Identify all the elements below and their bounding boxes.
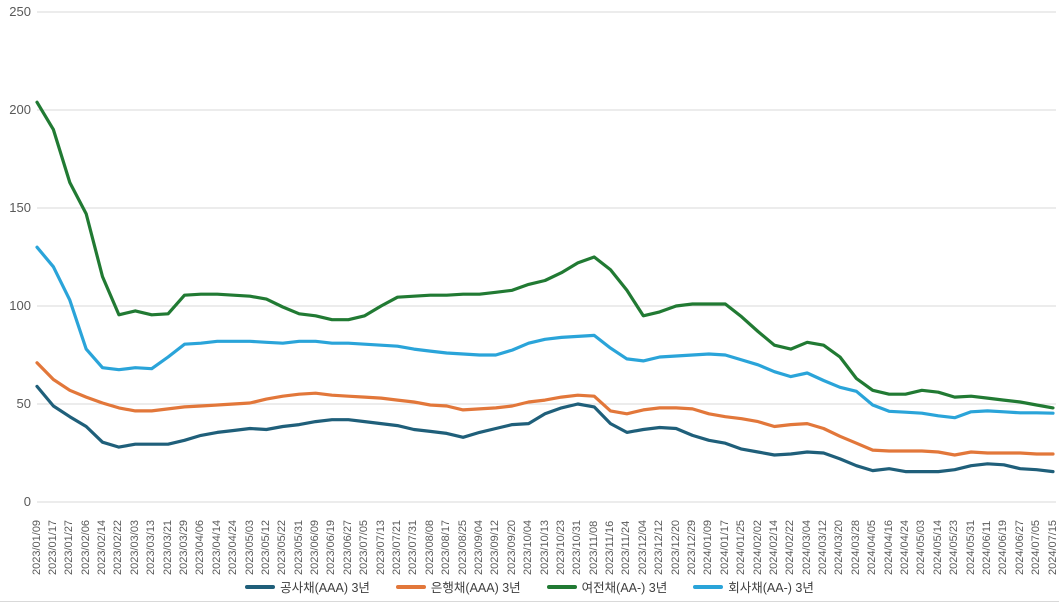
legend-item-0: 공사채(AAA) 3년 — [245, 577, 370, 596]
legend-item-2: 여전채(AA-) 3년 — [546, 577, 668, 596]
y-axis-tick-label: 200 — [9, 102, 31, 117]
legend-marker — [546, 584, 577, 589]
legend-marker — [395, 584, 426, 589]
x-axis-tick-label: 2024/03/20 — [833, 519, 846, 575]
x-axis-tick-label: 2023/05/31 — [292, 519, 305, 575]
x-axis-tick-label: 2023/08/08 — [423, 519, 436, 575]
x-axis-tick-label: 2024/01/17 — [718, 519, 731, 575]
x-axis-tick-label: 2023/02/06 — [79, 519, 92, 575]
legend-label: 공사채(AAA) 3년 — [280, 581, 370, 595]
x-axis-tick-label: 2023/07/21 — [391, 519, 404, 575]
x-axis-tick-label: 2023/09/04 — [472, 519, 485, 575]
x-axis-tick-label: 2024/04/24 — [899, 519, 912, 575]
x-axis-tick-label: 2024/05/03 — [915, 519, 928, 575]
series-line-1 — [35, 361, 1055, 457]
x-axis-tick-label: 2023/10/31 — [571, 519, 584, 575]
legend-marker — [693, 584, 724, 589]
x-axis-tick-label: 2023/11/08 — [587, 520, 600, 575]
chart-bottom-border — [0, 601, 1059, 602]
x-axis-tick-label: 2023/07/31 — [407, 519, 420, 575]
x-axis-tick-label: 2023/08/17 — [440, 519, 453, 575]
x-axis-tick-label: 2023/01/17 — [46, 519, 59, 575]
x-axis-tick-label: 2023/05/12 — [259, 519, 272, 575]
x-axis-tick-label: 2023/03/29 — [177, 519, 190, 575]
series-line-0 — [35, 384, 1055, 474]
x-axis-tick-label: 2024/03/12 — [817, 519, 830, 575]
series-line-2 — [35, 100, 1055, 410]
x-axis-tick-label: 2023/01/09 — [30, 519, 43, 575]
x-axis-tick-label: 2024/02/14 — [767, 519, 780, 575]
x-axis-tick-label: 2024/02/02 — [751, 519, 764, 575]
x-axis-tick-label: 2023/01/27 — [63, 519, 76, 575]
x-axis-tick-label: 2023/10/13 — [538, 519, 551, 575]
legend-label: 회사채(AA-) 3년 — [728, 581, 814, 595]
x-axis-tick-label: 2024/05/14 — [931, 519, 944, 575]
series-line-3 — [35, 245, 1055, 420]
x-axis-tick-label: 2023/12/29 — [685, 519, 698, 575]
x-axis-tick-label: 2024/05/31 — [964, 519, 977, 575]
x-axis-tick-label: 2023/02/22 — [112, 519, 125, 575]
x-axis-tick-label: 2023/10/23 — [554, 519, 567, 575]
x-axis-tick-label: 2024/06/11 — [980, 520, 993, 575]
x-axis-tick-label: 2024/01/25 — [735, 519, 748, 575]
x-axis-tick-label: 2023/12/04 — [636, 519, 649, 575]
x-axis-tick-label: 2023/04/14 — [210, 519, 223, 575]
x-axis-tick-label: 2023/06/09 — [309, 519, 322, 575]
y-axis-tick-label: 150 — [9, 200, 31, 215]
x-axis-tick-label: 2023/11/16 — [604, 520, 617, 575]
x-axis-tick-label: 2023/12/20 — [669, 519, 682, 575]
x-axis-tick-label: 2023/06/27 — [341, 519, 354, 575]
y-axis-tick-label: 100 — [9, 298, 31, 313]
x-axis-tick-label: 2023/02/14 — [96, 519, 109, 575]
x-axis-tick-label: 2024/01/09 — [702, 519, 715, 575]
x-axis-tick-label: 2024/04/05 — [866, 519, 879, 575]
y-axis-tick-label: 50 — [16, 396, 31, 411]
x-axis-tick-label: 2024/03/28 — [849, 519, 862, 575]
x-axis-tick-label: 2023/03/21 — [161, 519, 174, 575]
x-axis-tick-label: 2023/11/24 — [620, 520, 633, 575]
x-axis-tick-label: 2024/03/04 — [800, 519, 813, 575]
legend-label: 여전채(AA-) 3년 — [581, 581, 668, 595]
x-axis-tick-label: 2024/06/19 — [997, 519, 1010, 575]
legend: 공사채(AAA) 3년 은행채(AAA) 3년 여전채(AA-) 3년 회사채(AA-… — [0, 577, 1059, 596]
x-axis-tick-label: 2023/05/22 — [276, 519, 289, 575]
x-axis-tick-label: 2024/05/23 — [948, 519, 961, 575]
x-axis-tick-label: 2024/04/16 — [882, 519, 895, 575]
x-axis-tick-label: 2023/05/03 — [243, 519, 256, 575]
x-axis-tick-label: 2024/06/27 — [1013, 519, 1026, 575]
legend-item-3: 회사채(AA-) 3년 — [693, 577, 814, 596]
x-axis-tick-label: 2023/03/13 — [145, 519, 158, 575]
x-axis-tick-label: 2024/02/22 — [784, 519, 797, 575]
x-axis-tick-label: 2023/04/06 — [194, 519, 207, 575]
x-axis-tick-label: 2023/10/04 — [522, 519, 535, 575]
x-axis-tick-label: 2023/12/12 — [653, 519, 666, 575]
x-axis-tick-label: 2023/08/25 — [456, 519, 469, 575]
x-axis-tick-label: 2023/06/19 — [325, 519, 338, 575]
x-axis-tick-label: 2023/07/05 — [358, 519, 371, 575]
y-axis-tick-label: 0 — [23, 494, 31, 509]
legend-item-1: 은행채(AAA) 3년 — [395, 577, 521, 596]
legend-label: 은행채(AAA) 3년 — [430, 581, 521, 595]
x-axis-tick-label: 2023/09/20 — [505, 519, 518, 575]
x-axis-tick-label: 2024/07/05 — [1030, 519, 1043, 575]
y-axis-tick-label: 250 — [9, 4, 31, 19]
x-axis-tick-label: 2024/07/15 — [1046, 519, 1059, 575]
legend-marker — [245, 584, 276, 589]
x-axis-tick-label: 2023/07/13 — [374, 519, 387, 575]
x-axis-tick-label: 2023/09/12 — [489, 519, 502, 575]
x-axis-tick-label: 2023/04/24 — [227, 519, 240, 575]
x-axis-tick-label: 2023/03/03 — [128, 519, 141, 575]
